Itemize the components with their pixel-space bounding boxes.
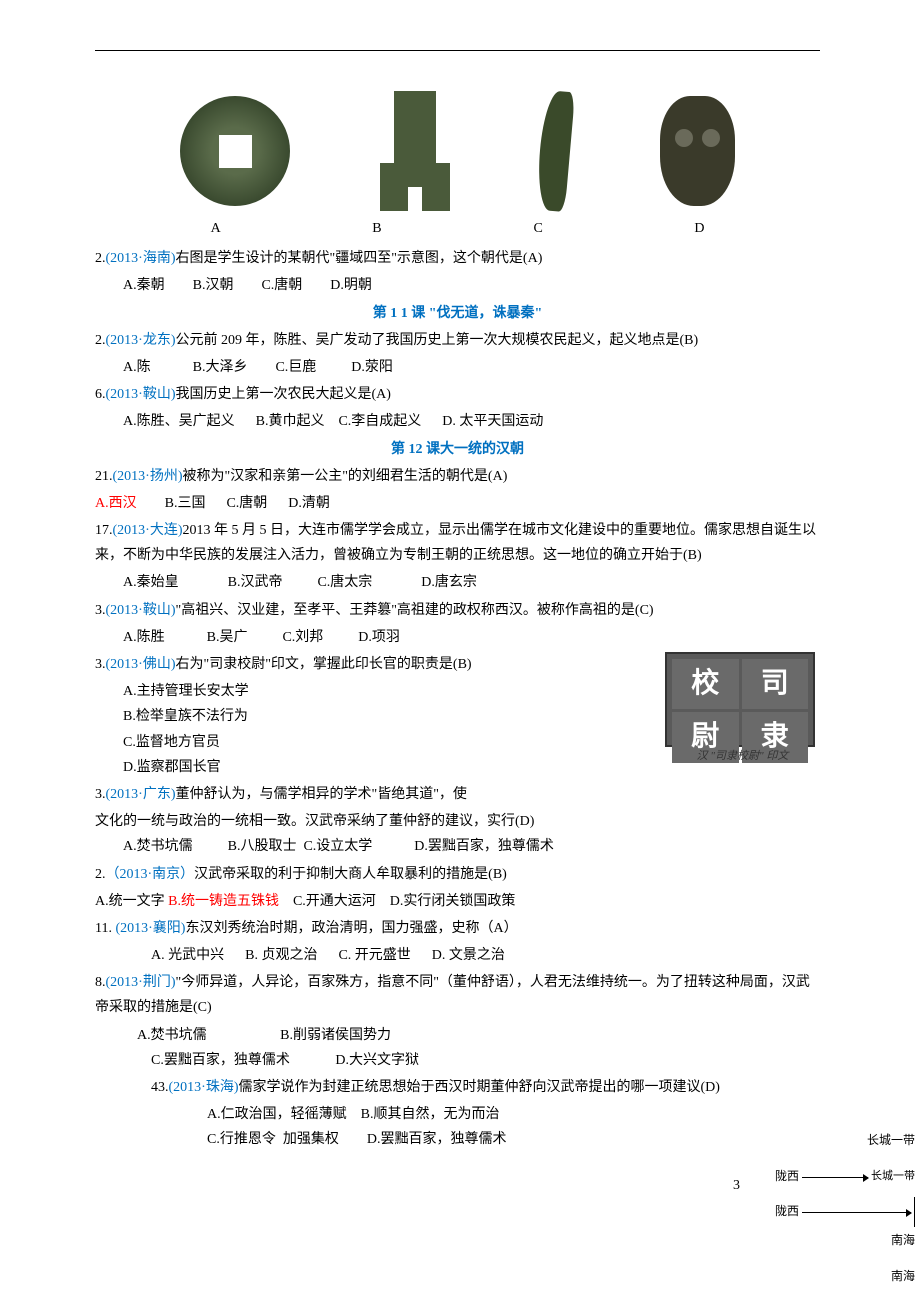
image-labels-row: A B C D <box>95 216 820 241</box>
options-zhuhai-cd: C.行推恩令 加强集权 D.罢黜百家，独尊儒术 <box>95 1127 820 1152</box>
knife-coin-image <box>535 90 575 212</box>
q-source: （2013·南京） <box>106 867 195 882</box>
q-prefix: 8. <box>95 975 106 990</box>
diag-row-2: 陇西 <box>775 1195 915 1230</box>
diag-label-1: 长城一带 <box>775 1130 915 1152</box>
q-text: 儒家学说作为封建正统思想始于西汉时期董仲舒向汉武帝提出的哪一项建议(D) <box>239 1080 720 1095</box>
options-yangzhou: A.西汉 B.三国 C.唐朝 D.清朝 <box>95 491 820 516</box>
q-text: 右图是学生设计的某朝代"疆域四至"示意图，这个朝代是(A) <box>176 251 543 266</box>
options-dalian: A.秦始皇 B.汉武帝 C.唐太宗 D.唐玄宗 <box>95 570 820 595</box>
q-prefix: 2. <box>95 333 106 348</box>
seal-image-container: 校 司 尉 隶 汉 "司隶校尉" 印文 <box>665 652 820 767</box>
coin-image <box>180 96 290 206</box>
q-guangdong-text2: 文化的一统与政治的一统相一致。汉武帝采纳了董仲舒的建议，实行(D) <box>95 809 820 834</box>
options-nanjing: A.统一文字 B.统一铸造五铢钱 C.开通大运河 D.实行闭关锁国政策 <box>95 889 820 914</box>
q-text: 被称为"汉家和亲第一公主"的刘细君生活的朝代是(A) <box>183 469 508 484</box>
question-yangzhou: 21.(2013·扬州)被称为"汉家和亲第一公主"的刘细君生活的朝代是(A) <box>95 464 820 489</box>
q-prefix: 2. <box>95 251 106 266</box>
q-source: (2013·广东) <box>106 787 176 802</box>
q-text: 汉武帝采取的利于抑制大商人牟取暴利的措施是(B) <box>194 867 507 882</box>
opt-b-red: B.统一铸造五铢钱 <box>168 894 279 909</box>
seal-char: 校 <box>672 659 739 709</box>
question-hainan: 2.(2013·海南)右图是学生设计的某朝代"疆域四至"示意图，这个朝代是(A) <box>95 246 820 271</box>
q-prefix: 6. <box>95 387 106 402</box>
foshan-block: 校 司 尉 隶 汉 "司隶校尉" 印文 3.(2013·佛山)右为"司隶校尉"印… <box>95 652 820 809</box>
page-number: 3 <box>95 1173 820 1198</box>
diag-label-2: 陇西 <box>775 1166 799 1188</box>
diag-label-3: 长城一带 <box>871 1167 915 1187</box>
vertical-line <box>914 1197 915 1227</box>
q-source: (2013·佛山) <box>106 657 176 672</box>
arrow-icon <box>802 1177 868 1178</box>
options-anshan1: A.陈胜、吴广起义 B.黄巾起义 C.李自成起义 D. 太平天国运动 <box>95 409 820 434</box>
section-12-title: 第 12 课大一统的汉朝 <box>95 437 820 462</box>
q-prefix: 11. <box>95 921 112 936</box>
horizontal-rule <box>95 50 820 51</box>
q-prefix: 21. <box>95 469 113 484</box>
q-text: 2013 年 5 月 5 日，大连市儒学学会成立，显示出儒学在城市文化建设中的重… <box>95 523 816 563</box>
territory-diagram: 长城一带 陇西 长城一带 陇西 南海 南海 <box>775 1130 915 1288</box>
q-source: (2013·鞍山) <box>106 603 176 618</box>
q-source: (2013·鞍山) <box>106 387 176 402</box>
q-source: (2013·海南) <box>106 251 176 266</box>
question-anshan1: 6.(2013·鞍山)我国历史上第一次农民大起义是(A) <box>95 382 820 407</box>
seal-image: 校 司 尉 隶 <box>665 652 815 747</box>
opt-a-red: A.西汉 <box>95 496 137 511</box>
question-anshan2: 3.(2013·鞍山)"高祖兴、汉业建，至孝平、王莽篡"高祖建的政权称西汉。被称… <box>95 598 820 623</box>
question-jingmen: 8.(2013·荆门)"今师异道，人异论，百家殊方，指意不同"（董仲舒语），人君… <box>95 970 820 1020</box>
artifacts-images-row <box>95 91 820 211</box>
q-text: "高祖兴、汉业建，至孝平、王莽篡"高祖建的政权称西汉。被称作高祖的是(C) <box>176 603 654 618</box>
options-zhuhai-ab: A.仁政治国，轻徭薄赋 B.顺其自然，无为而治 <box>95 1102 820 1127</box>
diag-label-5: 南海 <box>775 1230 915 1252</box>
options-jingmen-ab: A.焚书坑儒 B.削弱诸侯国势力 <box>95 1023 820 1048</box>
q-text: 董仲舒认为，与儒学相异的学术"皆绝其道"，使 <box>176 787 467 802</box>
q-prefix: 43. <box>151 1080 169 1095</box>
options-jingmen-cd: C.罢黜百家，独尊儒术 D.大兴文字狱 <box>95 1048 820 1073</box>
q-source: (2013·大连) <box>113 523 183 538</box>
diag-label-6: 南海 <box>775 1266 915 1288</box>
q-prefix: 2. <box>95 867 106 882</box>
q-prefix: 3. <box>95 603 106 618</box>
q-text: 我国历史上第一次农民大起义是(A) <box>176 387 391 402</box>
section-11-title: 第 1 1 课 "伐无道，诛暴秦" <box>95 301 820 326</box>
q-source: (2013·襄阳) <box>115 921 185 936</box>
question-xiangyang: 11. (2013·襄阳)东汉刘秀统治时期，政治清明，国力强盛，史称（A） <box>95 916 820 941</box>
q-source: (2013·扬州) <box>113 469 183 484</box>
q-source: (2013·荆门) <box>106 975 176 990</box>
q-text: 右为"司隶校尉"印文，掌握此印长官的职责是(B) <box>176 657 472 672</box>
arrow-icon <box>802 1212 911 1213</box>
q-text: 东汉刘秀统治时期，政治清明，国力强盛，史称（A） <box>185 921 517 936</box>
q-text: "今师异道，人异论，百家殊方，指意不同"（董仲舒语），人君无法维持统一。为了扭转… <box>95 975 810 1015</box>
q-text: 公元前 209 年，陈胜、吴广发动了我国历史上第一次大规模农民起义，起义地点是(… <box>176 333 699 348</box>
diag-label-4: 陇西 <box>775 1201 799 1223</box>
question-zhuhai: 43.(2013·珠海)儒家学说作为封建正统思想始于西汉时期董仲舒向汉武帝提出的… <box>95 1075 820 1100</box>
options-longdong: A.陈 B.大泽乡 C.巨鹿 D.荥阳 <box>95 355 820 380</box>
options-anshan2: A.陈胜 B.吴广 C.刘邦 D.项羽 <box>95 625 820 650</box>
label-d: D <box>644 216 754 241</box>
options-hainan: A.秦朝 B.汉朝 C.唐朝 D.明朝 <box>95 273 820 298</box>
diag-row-1: 陇西 长城一带 <box>775 1160 915 1195</box>
q-prefix: 17. <box>95 523 113 538</box>
q-source: (2013·珠海) <box>169 1080 239 1095</box>
spade-coin-image <box>380 91 450 211</box>
q-prefix: 3. <box>95 657 106 672</box>
label-b: B <box>322 216 432 241</box>
label-a: A <box>161 216 271 241</box>
options-xiangyang: A. 光武中兴 B. 贞观之治 C. 开元盛世 D. 文景之治 <box>95 943 820 968</box>
q-prefix: 3. <box>95 787 106 802</box>
question-nanjing: 2.（2013·南京）汉武帝采取的利于抑制大商人牟取暴利的措施是(B) <box>95 862 820 887</box>
question-longdong: 2.(2013·龙东)公元前 209 年，陈胜、吴广发动了我国历史上第一次大规模… <box>95 328 820 353</box>
question-dalian: 17.(2013·大连)2013 年 5 月 5 日，大连市儒学学会成立，显示出… <box>95 518 820 568</box>
mask-image <box>660 96 735 206</box>
label-c: C <box>483 216 593 241</box>
q-source: (2013·龙东) <box>106 333 176 348</box>
question-guangdong: 3.(2013·广东)董仲舒认为，与儒学相异的学术"皆绝其道"，使 <box>95 782 820 807</box>
seal-char: 司 <box>742 659 809 709</box>
options-guangdong: A.焚书坑儒 B.八股取士 C.设立太学 D.罢黜百家，独尊儒术 <box>95 834 820 859</box>
